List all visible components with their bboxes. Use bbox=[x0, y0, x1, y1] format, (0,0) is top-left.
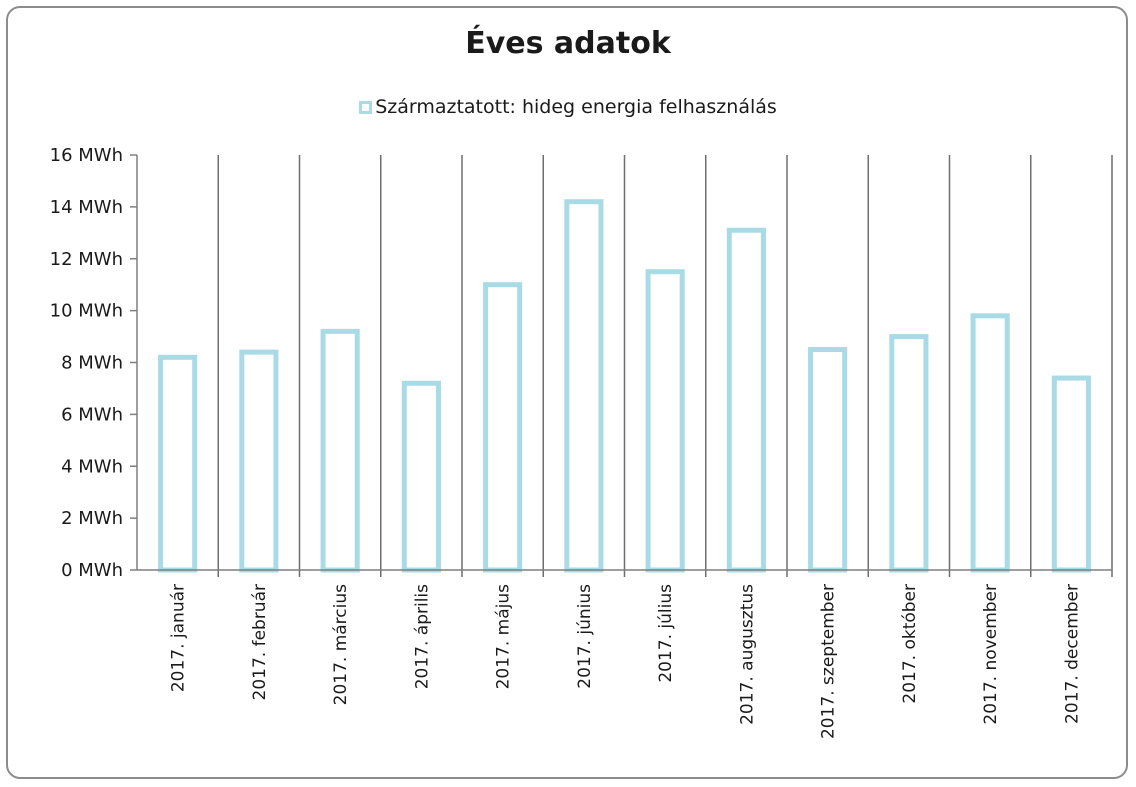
bar bbox=[564, 199, 604, 573]
bar bbox=[808, 347, 848, 573]
x-category-label: 2017. október bbox=[900, 584, 920, 704]
x-category-label: 2017. március bbox=[331, 584, 351, 706]
bar bbox=[645, 269, 685, 573]
x-category-label: 2017. február bbox=[250, 584, 270, 700]
y-tick-label: 10 MWh bbox=[50, 301, 123, 322]
y-tick-label: 14 MWh bbox=[50, 197, 123, 218]
bar bbox=[320, 328, 360, 573]
y-tick-label: 8 MWh bbox=[61, 353, 123, 374]
bar bbox=[239, 349, 279, 573]
y-tick-label: 16 MWh bbox=[50, 145, 123, 166]
x-category-label: 2017. július bbox=[656, 584, 676, 683]
chart-title: Éves adatok bbox=[465, 26, 671, 61]
legend-label: Származtatott: hideg energia felhasználá… bbox=[375, 96, 777, 118]
chart-legend: Származtatott: hideg energia felhasználá… bbox=[0, 96, 1136, 118]
x-category-label: 2017. június bbox=[575, 584, 595, 689]
bar bbox=[401, 380, 441, 573]
legend-swatch bbox=[359, 101, 373, 114]
x-category-label: 2017. május bbox=[494, 584, 514, 690]
bar bbox=[158, 354, 198, 573]
y-tick-label: 0 MWh bbox=[61, 560, 123, 581]
x-category-label: 2017. december bbox=[1062, 584, 1082, 724]
y-tick-label: 2 MWh bbox=[61, 508, 123, 529]
bar bbox=[726, 227, 766, 573]
x-category-label: 2017. április bbox=[412, 584, 432, 689]
bar bbox=[483, 282, 523, 573]
x-category-label: 2017. augusztus bbox=[737, 584, 757, 725]
bar bbox=[889, 334, 929, 573]
bar bbox=[970, 313, 1010, 573]
x-category-label: 2017. szeptember bbox=[819, 584, 839, 739]
x-category-label: 2017. január bbox=[169, 584, 189, 692]
bar bbox=[1051, 375, 1091, 573]
y-tick-label: 12 MWh bbox=[50, 249, 123, 270]
x-category-label: 2017. november bbox=[981, 584, 1001, 725]
y-tick-label: 4 MWh bbox=[61, 456, 123, 477]
y-tick-label: 6 MWh bbox=[61, 404, 123, 425]
